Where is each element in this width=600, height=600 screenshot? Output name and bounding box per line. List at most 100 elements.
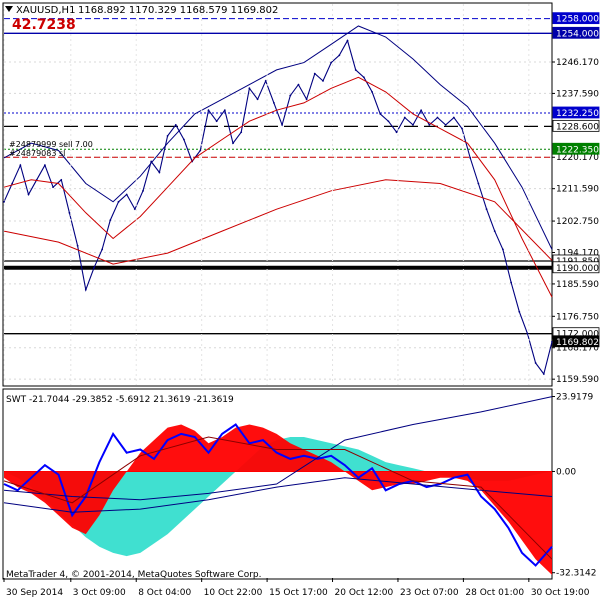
price-point: [3, 200, 5, 203]
price-point: [477, 182, 480, 185]
price-point: [289, 94, 292, 97]
price-point: [305, 98, 308, 101]
price-point: [502, 248, 504, 251]
main-y-tick-label: 1185.590: [556, 280, 599, 290]
price-point: [330, 61, 333, 64]
dropdown-triangle-icon[interactable]: [5, 6, 13, 12]
x-tick-label: 28 Oct 01:00: [465, 588, 524, 598]
price-point: [322, 80, 324, 82]
cyan-histogram-area: [4, 437, 552, 557]
price-line-tag: [552, 119, 600, 132]
price-point: [444, 123, 447, 126]
indicator-y-tick-label: 23.9179: [556, 393, 593, 403]
main-y-tick-label: 1237.590: [556, 89, 599, 99]
red-histogram-area: [4, 424, 552, 575]
price-point: [469, 156, 472, 159]
envelope-line: [3, 25, 553, 250]
price-point: [338, 54, 341, 57]
price-point: [485, 208, 488, 211]
x-tick-label: 15 Oct 17:00: [269, 588, 328, 598]
price-point: [542, 373, 545, 375]
price-line-tag: [552, 142, 600, 155]
main-panel-frame: [2, 2, 553, 387]
x-tick-label: 8 Oct 04:00: [138, 588, 191, 598]
x-tick-label: 23 Oct 07:00: [400, 588, 459, 598]
indicator-y-tick-label: 0.00: [556, 467, 576, 477]
price-line-tag: [552, 106, 600, 119]
main-y-tick-label: 1176.750: [556, 312, 599, 322]
main-y-tick-label: 1211.590: [556, 185, 599, 195]
main-grid: [4, 61, 552, 380]
price-point: [109, 219, 112, 222]
order-label-sl: #24879083 sl: [9, 149, 65, 158]
price-point: [534, 362, 537, 364]
price-point: [68, 211, 71, 214]
main-y-tick-label: 1202.750: [556, 217, 599, 227]
price-point: [436, 116, 439, 119]
main-y-tick-label: 1159.590: [556, 375, 599, 385]
price-line-label: 1232.250: [556, 109, 599, 119]
price-point: [403, 116, 406, 119]
price-point: [281, 123, 283, 126]
price-point: [551, 340, 553, 343]
indicator-y-axis: 23.9179 0.00 -32.3142: [552, 393, 596, 579]
oscillator-band-line: [3, 396, 553, 501]
price-point: [93, 266, 95, 269]
price-point: [11, 182, 14, 185]
x-tick-label: 30 Sep 2014: [6, 588, 63, 598]
price-point: [166, 134, 169, 137]
price-line-label: 1228.600: [556, 122, 599, 132]
price-point: [264, 80, 267, 82]
price-line-tag: [552, 12, 600, 25]
price-point: [183, 138, 185, 141]
x-tick-label: 3 Oct 09:00: [73, 588, 126, 598]
main-y-tick-label: 1168.170: [556, 344, 599, 354]
price-point: [27, 193, 30, 196]
price-point: [60, 178, 63, 181]
price-line-tag: [552, 26, 600, 39]
price-line-label: 1254.000: [556, 29, 599, 39]
main-y-axis: 1246.170 1237.590 1220.170 1211.590 1202.750…: [552, 12, 600, 385]
price-point: [223, 109, 226, 112]
price-point: [133, 208, 136, 211]
price-point: [174, 123, 177, 126]
main-y-tick-label: 1220.170: [556, 153, 599, 163]
main-series-group: [3, 25, 553, 376]
price-point: [493, 230, 496, 233]
price-line-label: 1190.000: [556, 264, 599, 274]
price-point: [207, 109, 210, 112]
price-point: [420, 109, 423, 112]
price-point: [526, 332, 529, 335]
price-point: [395, 131, 398, 134]
main-y-tick-label: 1246.170: [556, 58, 599, 68]
price-point: [346, 39, 349, 42]
price-point: [240, 131, 243, 134]
price-point: [273, 102, 275, 104]
price-point: [510, 281, 513, 284]
price-point: [52, 186, 54, 189]
price-series-line: [3, 39, 553, 376]
price-line-label: 1258.000: [556, 15, 599, 25]
price-line-tag: [552, 335, 600, 348]
price-point: [461, 127, 463, 130]
big-value-label: 42.7238: [12, 17, 76, 33]
price-line-label: 1222.350: [556, 145, 599, 155]
price-point: [76, 244, 79, 247]
price-point: [43, 164, 46, 167]
price-point: [101, 248, 104, 251]
indicator-y-tick-label: -32.3142: [556, 569, 596, 579]
price-line-tag: [552, 261, 600, 274]
price-point: [84, 288, 87, 291]
price-point: [428, 123, 431, 126]
price-point: [215, 120, 218, 123]
price-point: [379, 113, 382, 115]
symbol-label: XAUUSD,H1: [16, 5, 75, 16]
price-point: [412, 123, 414, 126]
price-point: [232, 142, 234, 145]
oscillator-band-line: [3, 477, 553, 513]
copyright-label: MetaTrader 4, © 2001-2014, MetaQuotes So…: [6, 570, 262, 580]
price-point: [125, 193, 128, 196]
oscillator-line: [3, 423, 553, 567]
price-point: [199, 149, 202, 152]
